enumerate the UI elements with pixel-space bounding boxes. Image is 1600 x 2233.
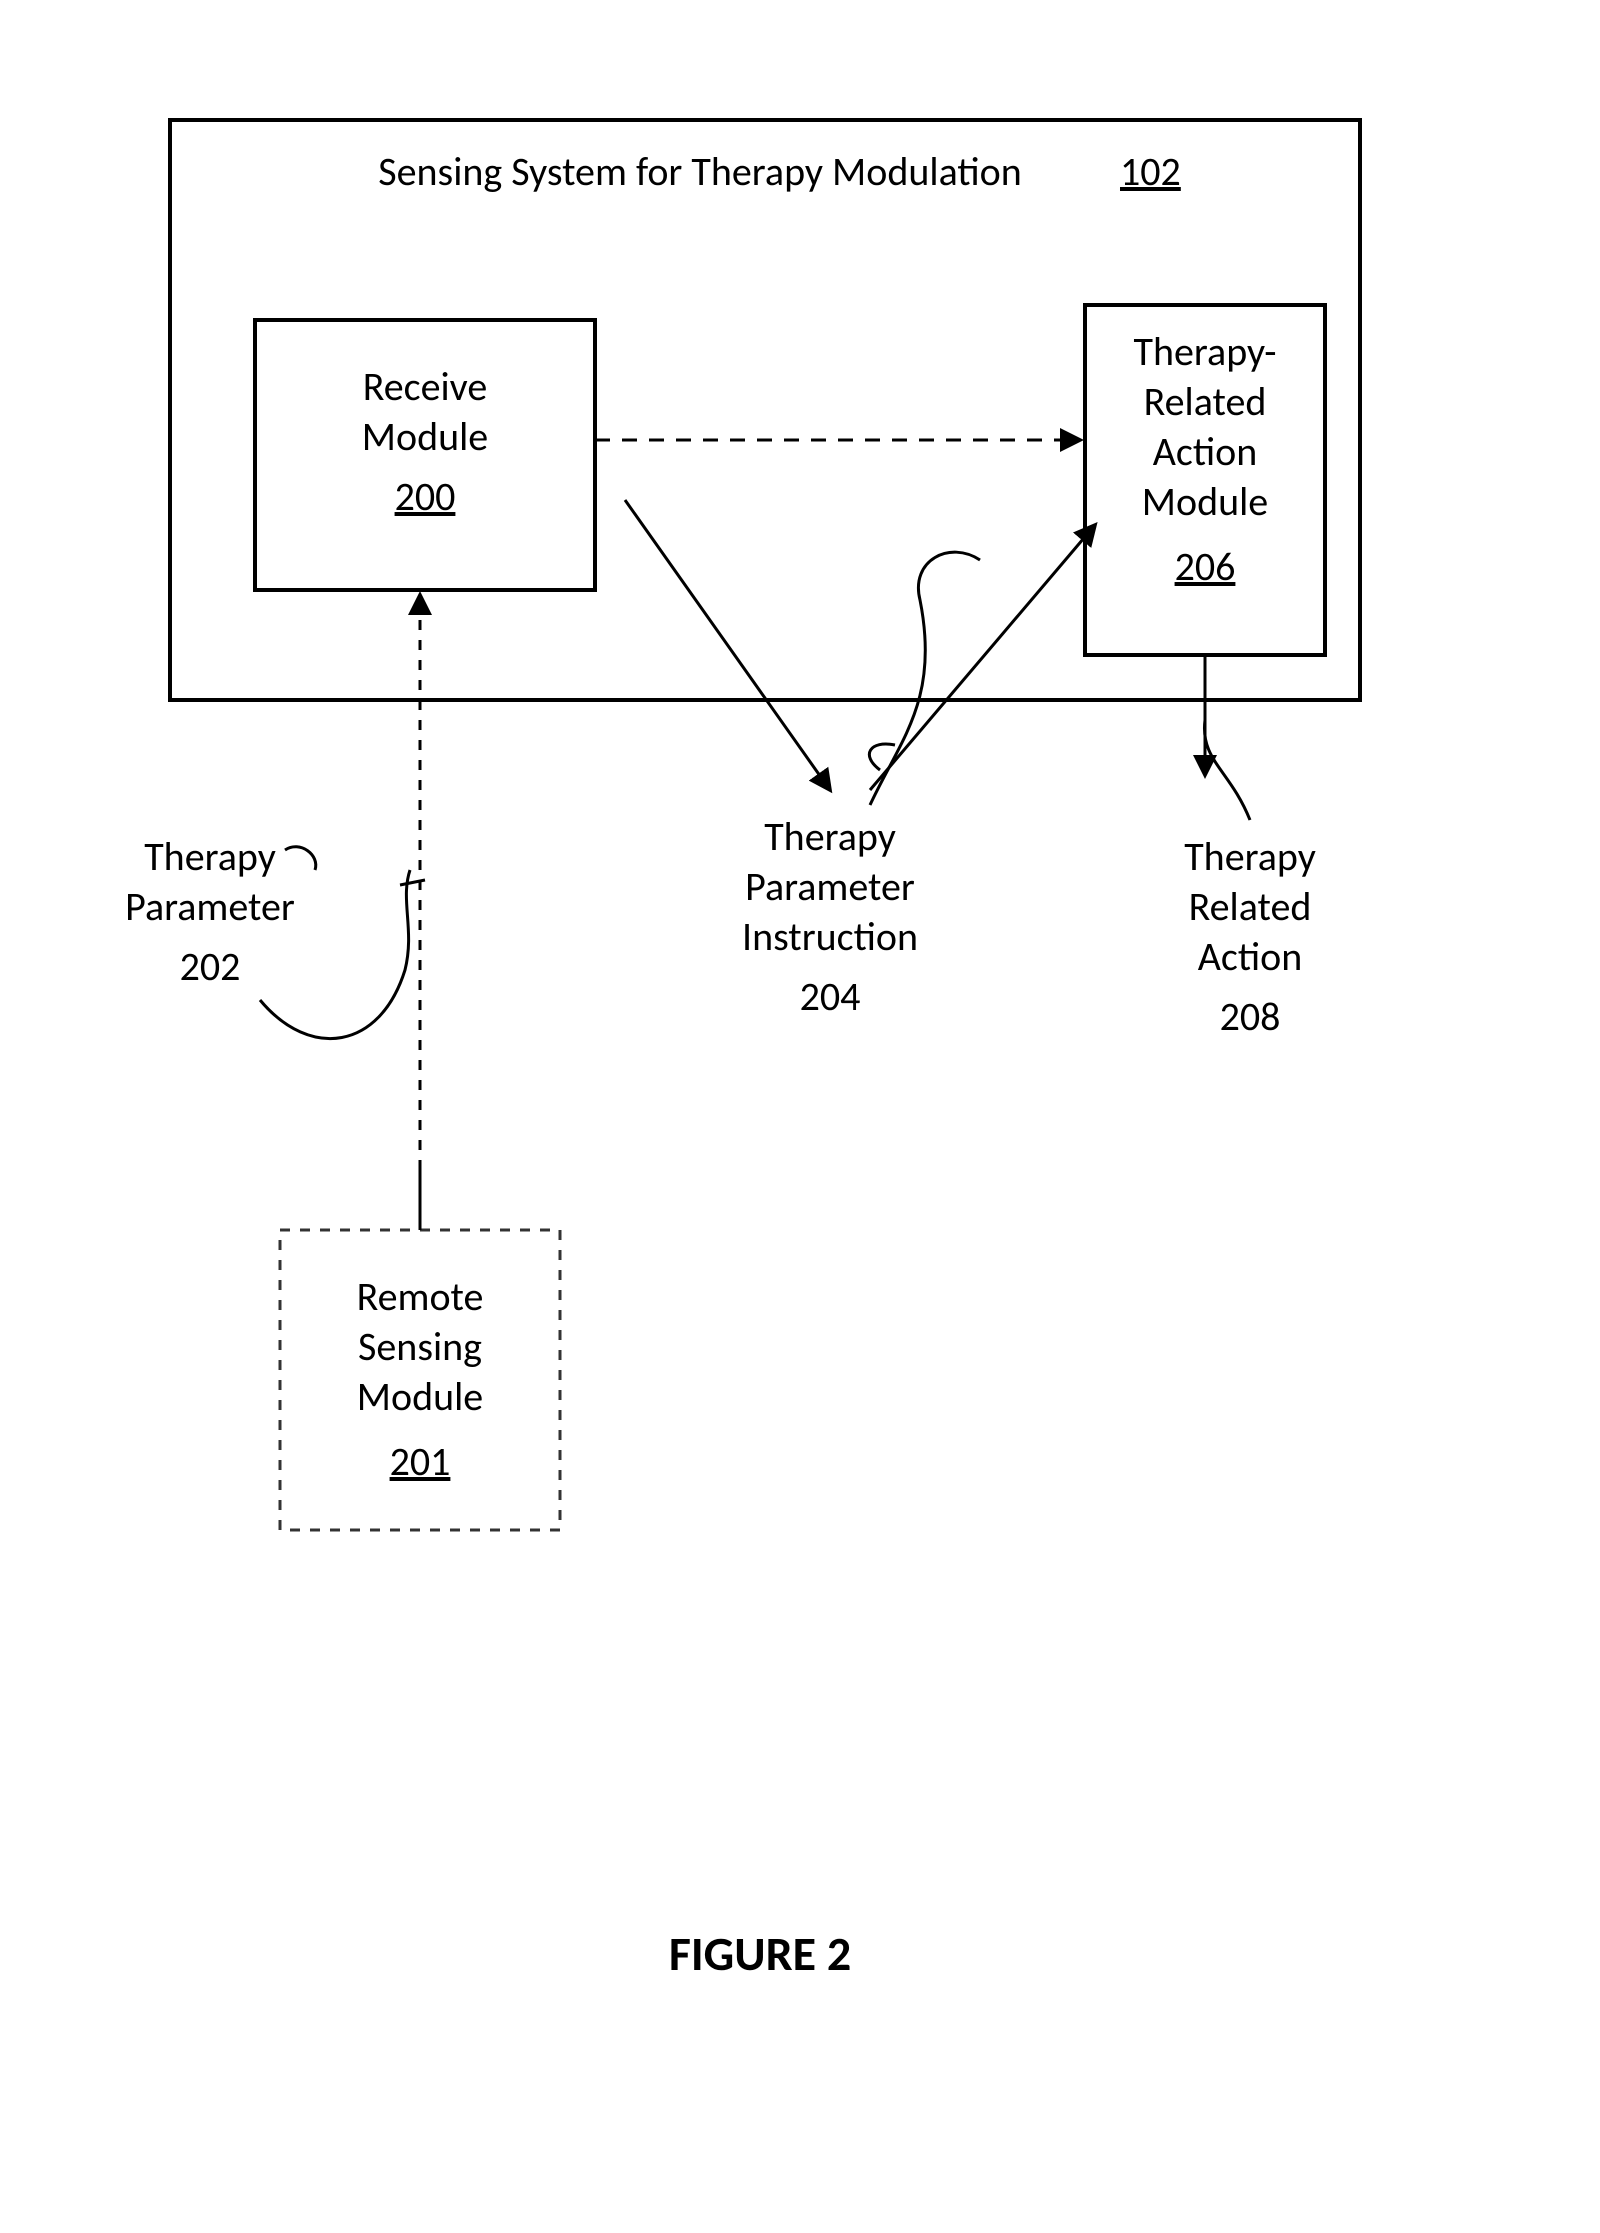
receive-line1: Receive xyxy=(363,362,488,411)
tp-ref: 202 xyxy=(180,942,241,991)
remote-ref: 201 xyxy=(390,1437,451,1486)
tpi-line1: Therapy xyxy=(764,812,896,861)
tp-tick xyxy=(285,847,316,870)
tra-line2: Related xyxy=(1189,882,1312,931)
main-box-title: Sensing System for Therapy Modulation xyxy=(378,147,1022,196)
arrow-instr-to-action xyxy=(870,525,1095,790)
tpi-line2: Parameter xyxy=(745,862,915,911)
action-line3: Action xyxy=(1153,427,1257,476)
remote-line3: Module xyxy=(357,1372,483,1421)
arrow-receive-down xyxy=(625,500,830,790)
action-line1: Therapy- xyxy=(1134,327,1277,376)
tra-ref: 208 xyxy=(1220,992,1281,1041)
action-ref: 206 xyxy=(1175,542,1236,591)
receive-ref: 200 xyxy=(395,472,456,521)
action-line2: Related xyxy=(1144,377,1267,426)
tra-line3: Action xyxy=(1198,932,1302,981)
remote-line2: Sensing xyxy=(358,1322,482,1371)
remote-line1: Remote xyxy=(357,1272,484,1321)
figure-label: FIGURE 2 xyxy=(669,1924,851,1983)
tp-line2: Parameter xyxy=(125,882,295,931)
action-line4: Module xyxy=(1142,477,1268,526)
tpi-line3: Instruction xyxy=(742,912,918,961)
tra-line1: Therapy xyxy=(1184,832,1316,881)
tp-line1: Therapy xyxy=(144,832,276,881)
tpi-ref: 204 xyxy=(800,972,861,1021)
main-box-ref: 102 xyxy=(1120,147,1181,196)
receive-line2: Module xyxy=(362,412,488,461)
tra-squiggle xyxy=(1204,720,1250,820)
